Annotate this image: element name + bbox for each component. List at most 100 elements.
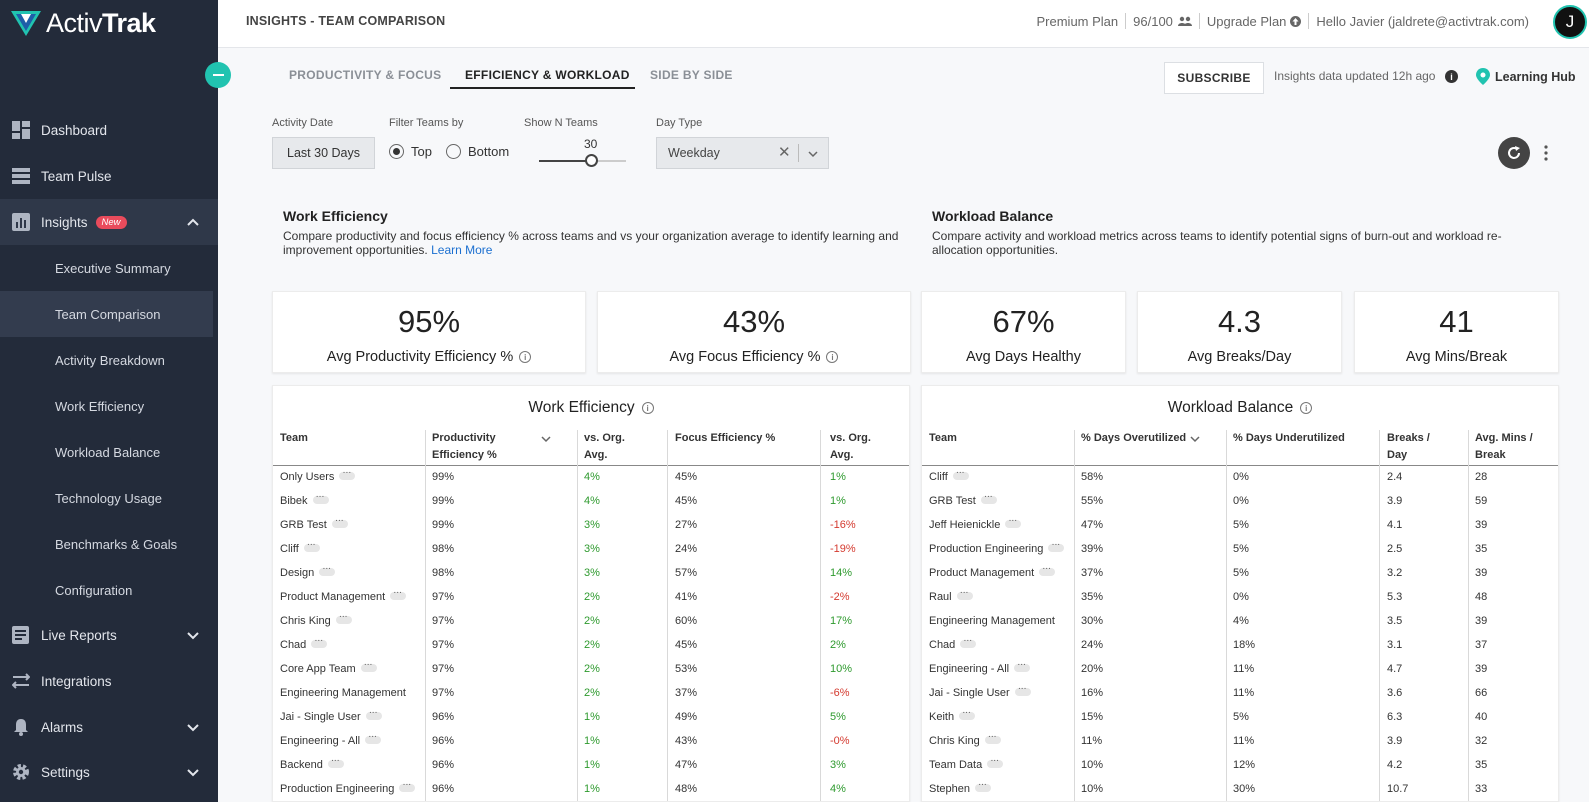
tab-side-by-side[interactable]: SIDE BY SIDE	[650, 68, 733, 82]
table-row[interactable]: Cliff 58% 0% 2.4 28	[922, 466, 1558, 490]
more-options-icon[interactable]	[327, 755, 344, 769]
sidebar-sub-benchmarks-goals[interactable]: Benchmarks & Goals	[55, 536, 178, 552]
column-header-focus-efficiency[interactable]: Focus Efficiency %	[675, 432, 776, 444]
sidebar-sub-workload-balance[interactable]: Workload Balance	[55, 444, 161, 460]
table-row[interactable]: Jeff Heienickle 47% 5% 4.1 39	[922, 514, 1558, 538]
more-options-icon[interactable]	[960, 635, 977, 649]
table-row[interactable]: Chad 24% 18% 3.1 37	[922, 634, 1558, 658]
more-options-icon[interactable]	[399, 779, 416, 793]
sidebar-sub-work-efficiency[interactable]: Work Efficiency	[55, 398, 145, 414]
more-options-icon[interactable]	[339, 467, 356, 481]
sidebar-item-dashboard[interactable]: Dashboard	[0, 107, 218, 153]
table-row[interactable]: Cliff 98% 3% 24% -19%	[273, 538, 909, 562]
column-header-avg-mins-per-break[interactable]: Avg. Mins / Break	[1475, 432, 1533, 461]
more-options-icon[interactable]	[365, 707, 382, 721]
more-options-icon[interactable]	[312, 491, 329, 505]
activity-date-button[interactable]: Last 30 Days	[272, 137, 375, 169]
more-options-icon[interactable]	[956, 587, 973, 601]
table-row[interactable]: Keith 15% 5% 6.3 40	[922, 706, 1558, 730]
more-options-icon[interactable]	[980, 491, 997, 505]
column-header-team[interactable]: Team	[929, 432, 957, 444]
table-row[interactable]: Bibek 99% 4% 45% 1%	[273, 490, 909, 514]
more-options-icon[interactable]	[365, 731, 382, 745]
more-options-icon[interactable]	[1005, 515, 1022, 529]
learning-hub-link[interactable]: Learning Hub	[1476, 68, 1576, 85]
more-options-icon[interactable]	[987, 755, 1004, 769]
user-greeting[interactable]: Hello Javier (jaldrete@activtrak.com)	[1316, 13, 1529, 29]
table-row[interactable]: Engineering - All 20% 11% 4.7 39	[922, 658, 1558, 682]
more-options-icon[interactable]	[1039, 563, 1056, 577]
more-options-icon[interactable]	[1543, 143, 1549, 163]
table-row[interactable]: Backend 96% 1% 47% 3%	[273, 754, 909, 778]
more-options-icon[interactable]	[1014, 659, 1031, 673]
more-options-icon[interactable]	[974, 779, 991, 793]
column-header-team[interactable]: Team	[280, 432, 308, 444]
table-row[interactable]: Chris King 11% 11% 3.9 32	[922, 730, 1558, 754]
table-row[interactable]: Core App Team 97% 2% 53% 10%	[273, 658, 909, 682]
table-row[interactable]: Team Data 10% 12% 4.2 35	[922, 754, 1558, 778]
tab-productivity-focus[interactable]: PRODUCTIVITY & FOCUS	[289, 68, 442, 82]
more-options-icon[interactable]	[1014, 683, 1031, 697]
sort-descending-icon[interactable]	[540, 434, 552, 444]
table-row[interactable]: Only Users 99% 4% 45% 1%	[273, 466, 909, 490]
more-options-icon[interactable]	[390, 587, 407, 601]
info-icon[interactable]: i	[519, 351, 532, 363]
sidebar-sub-team-comparison[interactable]: Team Comparison	[0, 291, 213, 337]
column-header-days-underutilized[interactable]: % Days Underutilized	[1233, 432, 1345, 444]
show-n-teams-slider-thumb[interactable]	[584, 154, 598, 167]
more-options-icon[interactable]	[952, 467, 969, 481]
table-row[interactable]: Jai - Single User 16% 11% 3.6 66	[922, 682, 1558, 706]
table-row[interactable]: Product Management 97% 2% 41% -2%	[273, 586, 909, 610]
sidebar-item-insights[interactable]: Insights New	[0, 199, 218, 245]
table-row[interactable]: GRB Test 55% 0% 3.9 59	[922, 490, 1558, 514]
table-row[interactable]: Production Engineering 39% 5% 2.5 35	[922, 538, 1558, 562]
info-icon[interactable]: i	[1300, 402, 1313, 414]
table-row[interactable]: Engineering - All 96% 1% 43% -0%	[273, 730, 909, 754]
more-options-icon[interactable]	[360, 659, 377, 673]
table-row[interactable]: Raul 35% 0% 5.3 48	[922, 586, 1558, 610]
more-options-icon[interactable]	[303, 539, 320, 553]
column-header-breaks-per-day[interactable]: Breaks / Day	[1387, 432, 1430, 461]
activtrak-logo[interactable]: ActivTrak	[10, 8, 156, 38]
column-header-productivity-efficiency[interactable]: Productivity Efficiency %	[432, 432, 497, 461]
refresh-button[interactable]	[1498, 137, 1530, 169]
table-row[interactable]: Jai - Single User 96% 1% 49% 5%	[273, 706, 909, 730]
sidebar-item-team-pulse[interactable]: Team Pulse	[0, 153, 218, 199]
sidebar-sub-executive-summary[interactable]: Executive Summary	[55, 260, 171, 276]
day-type-select[interactable]: Weekday ✕	[656, 137, 829, 169]
table-row[interactable]: Engineering Management 97% 2% 37% -6%	[273, 682, 909, 706]
more-options-icon[interactable]	[311, 635, 328, 649]
sidebar-item-alarms[interactable]: Alarms	[0, 704, 218, 750]
learn-more-link[interactable]: Learn More	[431, 243, 493, 257]
table-row[interactable]: Chad 97% 2% 45% 2%	[273, 634, 909, 658]
subscribe-button[interactable]: SUBSCRIBE	[1164, 62, 1264, 94]
table-row[interactable]: Product Management 37% 5% 3.2 39	[922, 562, 1558, 586]
top-radio[interactable]	[389, 144, 404, 159]
sidebar-item-settings[interactable]: Settings	[0, 749, 218, 795]
clear-icon[interactable]: ✕	[778, 144, 791, 161]
column-header-vs-org-avg[interactable]: vs. Org. Avg.	[584, 432, 625, 461]
info-icon[interactable]: i	[1445, 70, 1458, 83]
more-options-icon[interactable]	[331, 515, 348, 529]
more-options-icon[interactable]	[319, 563, 336, 577]
tab-efficiency-workload[interactable]: EFFICIENCY & WORKLOAD	[465, 68, 630, 82]
info-icon[interactable]: i	[826, 351, 839, 363]
sidebar-sub-configuration[interactable]: Configuration	[55, 582, 133, 598]
info-icon[interactable]: i	[641, 402, 654, 414]
sort-descending-icon[interactable]	[1189, 434, 1201, 444]
table-row[interactable]: Design 98% 3% 57% 14%	[273, 562, 909, 586]
more-options-icon[interactable]	[959, 707, 976, 721]
table-row[interactable]: Engineering Management 30% 4% 3.5 39	[922, 610, 1558, 634]
table-row[interactable]: Stephen 10% 30% 10.7 33	[922, 778, 1558, 801]
sidebar-sub-activity-breakdown[interactable]: Activity Breakdown	[55, 352, 165, 368]
column-header-vs-org-avg[interactable]: vs. Org. Avg.	[830, 432, 871, 461]
table-row[interactable]: GRB Test 99% 3% 27% -16%	[273, 514, 909, 538]
more-options-icon[interactable]	[1048, 539, 1065, 553]
more-options-icon[interactable]	[984, 731, 1001, 745]
avatar[interactable]: J	[1553, 5, 1587, 39]
sidebar-item-live-reports[interactable]: Live Reports	[0, 612, 218, 658]
table-row[interactable]: Production Engineering 96% 1% 48% 4%	[273, 778, 909, 801]
column-header-days-overutilized[interactable]: % Days Overutilized	[1081, 432, 1187, 444]
chevron-down-icon[interactable]	[807, 149, 819, 159]
bottom-radio[interactable]	[446, 144, 461, 159]
